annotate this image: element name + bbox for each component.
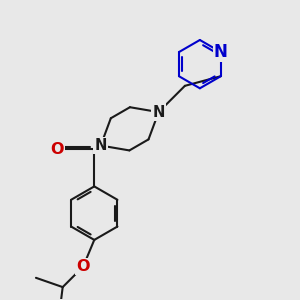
Text: O: O — [50, 142, 64, 157]
Text: N: N — [214, 43, 228, 61]
Text: N: N — [152, 105, 165, 120]
Text: N: N — [94, 138, 107, 153]
Text: O: O — [76, 259, 90, 274]
